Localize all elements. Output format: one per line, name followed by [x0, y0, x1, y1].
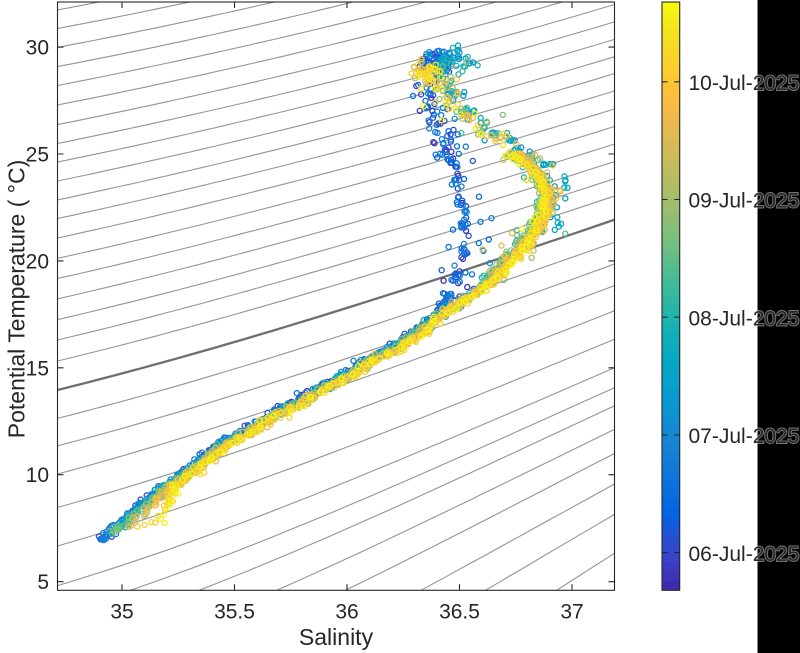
svg-text:07-Jul-2025: 07-Jul-2025 [689, 425, 800, 448]
svg-text:35: 35 [110, 601, 133, 624]
svg-text:20: 20 [26, 250, 49, 273]
svg-text:08-Jul-2025: 08-Jul-2025 [689, 307, 800, 330]
svg-text:09-Jul-2025: 09-Jul-2025 [689, 190, 800, 213]
svg-text:10: 10 [26, 464, 49, 487]
svg-text:36.5: 36.5 [439, 601, 480, 624]
svg-text:07-Jul-2025: 07-Jul-2025 [689, 425, 800, 448]
svg-text:30: 30 [26, 37, 49, 60]
svg-text:Salinity: Salinity [299, 624, 374, 650]
svg-text:15: 15 [26, 357, 49, 380]
svg-text:25: 25 [26, 144, 49, 167]
svg-text:36: 36 [335, 601, 358, 624]
svg-text:10-Jul-2025: 10-Jul-2025 [689, 72, 800, 95]
svg-text:09-Jul-2025: 09-Jul-2025 [689, 190, 800, 213]
svg-text:10-Jul-2025: 10-Jul-2025 [689, 72, 800, 95]
svg-text:Potential Temperature ( °C): Potential Temperature ( °C) [4, 160, 30, 439]
svg-text:35.5: 35.5 [214, 601, 255, 624]
svg-text:06-Jul-2025: 06-Jul-2025 [689, 543, 800, 566]
svg-text:5: 5 [37, 571, 49, 594]
svg-text:37: 37 [560, 601, 583, 624]
svg-text:06-Jul-2025: 06-Jul-2025 [689, 543, 800, 566]
svg-text:08-Jul-2025: 08-Jul-2025 [689, 307, 800, 330]
